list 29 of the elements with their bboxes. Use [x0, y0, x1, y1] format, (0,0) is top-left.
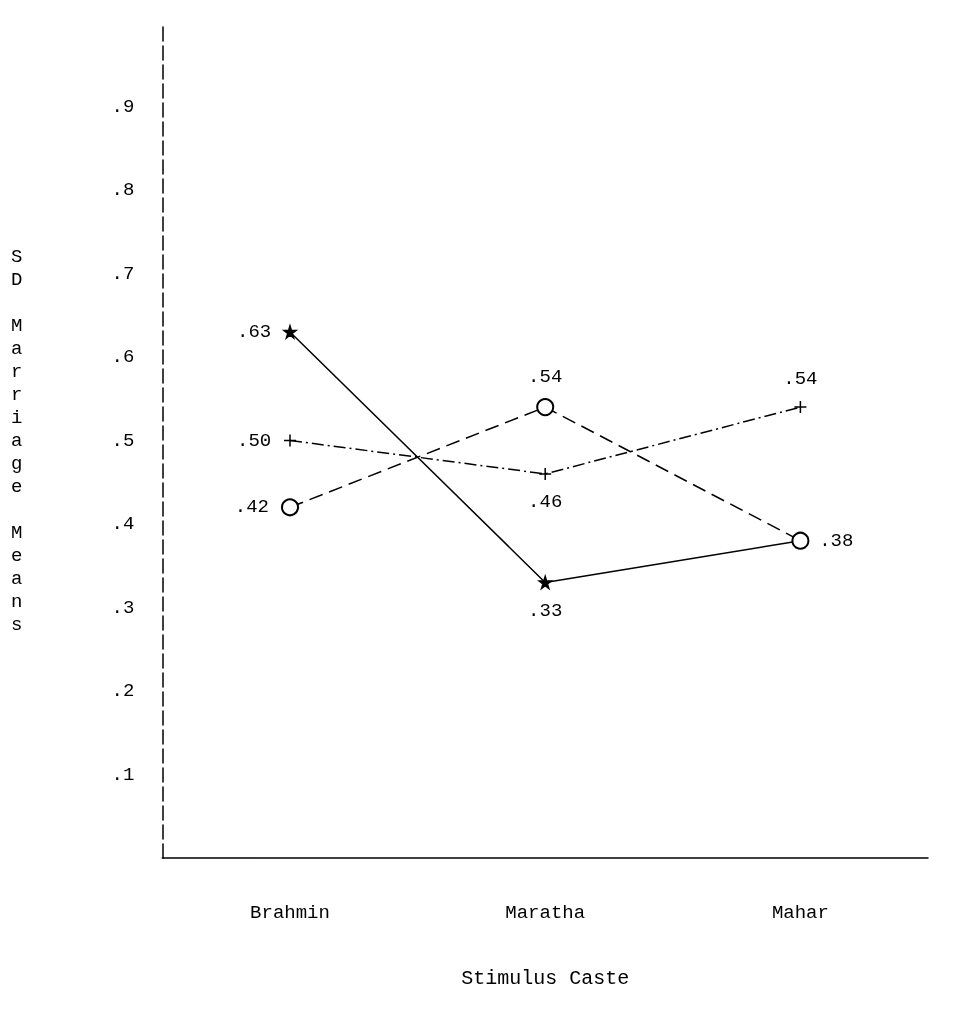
data-label: .63 [237, 320, 272, 343]
point [283, 325, 297, 339]
y-tick-label: .1 [111, 763, 135, 786]
point [536, 398, 555, 417]
x-tick-label: Maratha [505, 901, 586, 924]
y-tick-label: .2 [111, 680, 135, 702]
y-tick-label: .9 [111, 95, 135, 118]
y-tick-label: .8 [111, 179, 135, 201]
x-tick-label: Mahar [771, 901, 829, 924]
y-tick-label: .4 [111, 513, 135, 535]
text: SD Marriage Means [11, 245, 23, 636]
data-label: .54 [783, 367, 818, 390]
point [281, 498, 299, 517]
x-tick-label: Brahmin [250, 901, 330, 924]
data-label: .38 [819, 529, 854, 552]
data-label: .33 [528, 599, 563, 622]
data-label: .42 [234, 496, 269, 519]
y-tick-label: .7 [111, 262, 135, 285]
point [793, 400, 808, 414]
point [538, 575, 552, 590]
y-tick-label: .6 [111, 346, 135, 368]
data-label: .54 [528, 365, 563, 388]
data-label: .50 [237, 429, 272, 452]
x-axis-title: Stimulus Caste [461, 966, 630, 990]
y-tick-label: .3 [111, 596, 135, 619]
point [283, 433, 297, 448]
y-tick-label: .5 [111, 429, 135, 452]
data-label: .46 [528, 491, 563, 514]
point [538, 467, 552, 481]
